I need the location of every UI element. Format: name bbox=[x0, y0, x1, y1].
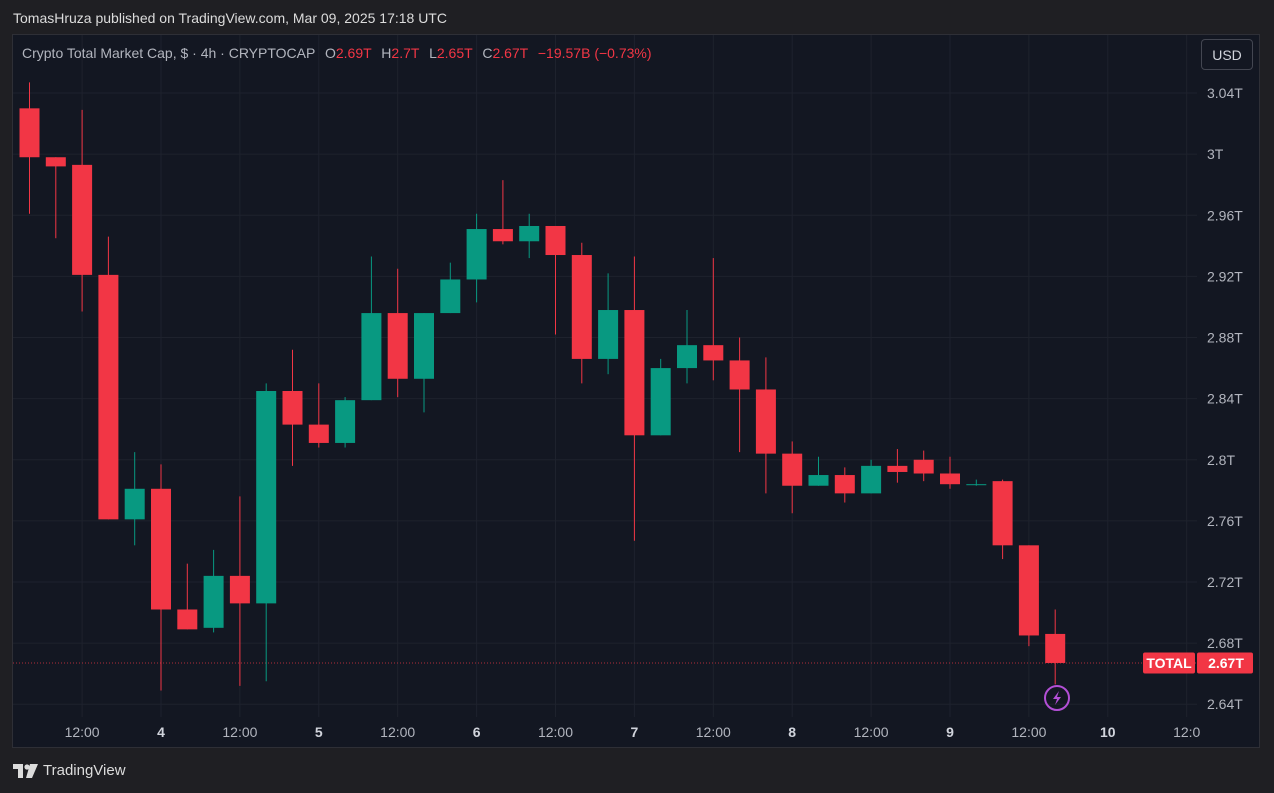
candle-body bbox=[861, 465, 882, 494]
price-tick-label: 2.68T bbox=[1207, 635, 1243, 651]
close-label: C bbox=[482, 45, 493, 61]
candle-body bbox=[887, 465, 908, 472]
candle-body bbox=[782, 453, 803, 486]
candle-body bbox=[282, 391, 303, 425]
time-tick-label: 12:00 bbox=[538, 724, 573, 740]
time-tick-label: 4 bbox=[157, 724, 165, 740]
candles bbox=[19, 82, 1066, 691]
time-tick-label: 9 bbox=[946, 724, 954, 740]
time-tick-label: 12:00 bbox=[222, 724, 257, 740]
time-tick-label: 12:00 bbox=[65, 724, 100, 740]
candle-body bbox=[440, 279, 461, 314]
candle-body bbox=[19, 108, 40, 158]
candle-body bbox=[124, 488, 145, 520]
close-value: 2.67T bbox=[492, 45, 528, 61]
time-tick-label: 12:00 bbox=[696, 724, 731, 740]
last-price-name: TOTAL bbox=[1146, 655, 1192, 671]
price-tick-label: 3T bbox=[1207, 146, 1224, 162]
price-tick-label: 2.72T bbox=[1207, 574, 1243, 590]
candle-body bbox=[677, 345, 697, 369]
last-price-badge: TOTAL 2.67T bbox=[1143, 652, 1253, 674]
time-tick-label: 12:00 bbox=[380, 724, 415, 740]
symbol-title[interactable]: Crypto Total Market Cap, $ · 4h · CRYPTO… bbox=[22, 45, 316, 61]
candle-body bbox=[913, 459, 934, 474]
candle-body bbox=[256, 391, 277, 604]
price-tick-label: 2.88T bbox=[1207, 330, 1243, 346]
price-tick-label: 2.64T bbox=[1207, 696, 1243, 712]
candle-body bbox=[466, 229, 487, 280]
time-tick-label: 5 bbox=[315, 724, 323, 740]
footer-brand[interactable]: TradingView bbox=[13, 762, 126, 779]
time-tick-label: 8 bbox=[788, 724, 796, 740]
price-tick-label: 2.96T bbox=[1207, 207, 1243, 223]
candle-body bbox=[492, 229, 513, 242]
time-tick-label: 10 bbox=[1100, 724, 1116, 740]
open-value: 2.69T bbox=[335, 45, 372, 61]
candle-body bbox=[151, 488, 171, 610]
candle-body bbox=[72, 164, 93, 275]
lightning-icon[interactable] bbox=[1044, 685, 1070, 711]
footer-brand-text: TradingView bbox=[43, 762, 126, 779]
candle-body bbox=[414, 313, 434, 379]
price-tick-label: 2.8T bbox=[1207, 452, 1235, 468]
candle-body bbox=[808, 475, 829, 486]
candle-body bbox=[203, 575, 224, 628]
candle-body bbox=[966, 484, 987, 486]
candle-body bbox=[308, 424, 329, 443]
high-value: 2.7T bbox=[391, 45, 420, 61]
publisher-line: TomasHruza published on TradingView.com,… bbox=[13, 10, 447, 26]
candle-body bbox=[834, 475, 855, 494]
candle-body bbox=[650, 368, 671, 436]
candle-body bbox=[598, 310, 619, 359]
price-axis: 3.04T 3T 2.96T 2.92T 2.88T 2.84T 2.8T 2.76T 2.72… bbox=[1207, 85, 1243, 712]
last-price-name-bg bbox=[1143, 652, 1195, 674]
tradingview-logo-icon bbox=[13, 763, 38, 778]
time-tick-label: 12:00 bbox=[1011, 724, 1046, 740]
candle-body bbox=[229, 575, 250, 604]
candle-body bbox=[519, 225, 540, 242]
symbol-legend: Crypto Total Market Cap, $ · 4h · CRYPTO… bbox=[22, 45, 652, 61]
candle-body bbox=[335, 400, 356, 443]
candle-body bbox=[1045, 633, 1066, 663]
time-tick-label: 12:00 bbox=[854, 724, 889, 740]
candle-body bbox=[992, 481, 1013, 546]
low-label: L bbox=[429, 45, 437, 61]
candle-body bbox=[729, 360, 750, 390]
price-tick-label: 2.76T bbox=[1207, 513, 1243, 529]
candle-body bbox=[177, 609, 198, 630]
last-price-value: 2.67T bbox=[1208, 655, 1244, 671]
price-tick-label: 2.84T bbox=[1207, 391, 1243, 407]
candle-body bbox=[755, 389, 776, 454]
candle-body bbox=[624, 310, 645, 436]
candle-body bbox=[98, 274, 119, 520]
candle-body bbox=[45, 157, 66, 167]
time-tick-label: 12:0 bbox=[1173, 724, 1200, 740]
candle-body bbox=[940, 473, 960, 485]
high-label: H bbox=[381, 45, 392, 61]
time-tick-label: 6 bbox=[473, 724, 481, 740]
candle-body bbox=[361, 313, 382, 401]
candle-body bbox=[387, 313, 408, 379]
candle-body bbox=[545, 225, 566, 256]
low-value: 2.65T bbox=[436, 45, 473, 61]
time-axis: 12:00 4 12:00 5 12:00 6 12:00 7 12:00 8 12:00 9 12:0… bbox=[65, 724, 1201, 740]
candle-body bbox=[1018, 545, 1039, 636]
open-label: O bbox=[324, 45, 336, 61]
change-value: −19.57B (−0.73%) bbox=[537, 45, 652, 61]
price-tick-label: 2.92T bbox=[1207, 268, 1243, 284]
candle-body bbox=[703, 345, 724, 361]
price-tick-label: 3.04T bbox=[1207, 85, 1243, 101]
currency-button[interactable]: USD bbox=[1201, 39, 1253, 70]
last-price-value-bg bbox=[1197, 652, 1253, 674]
time-tick-label: 7 bbox=[631, 724, 639, 740]
candle-body bbox=[571, 255, 592, 359]
